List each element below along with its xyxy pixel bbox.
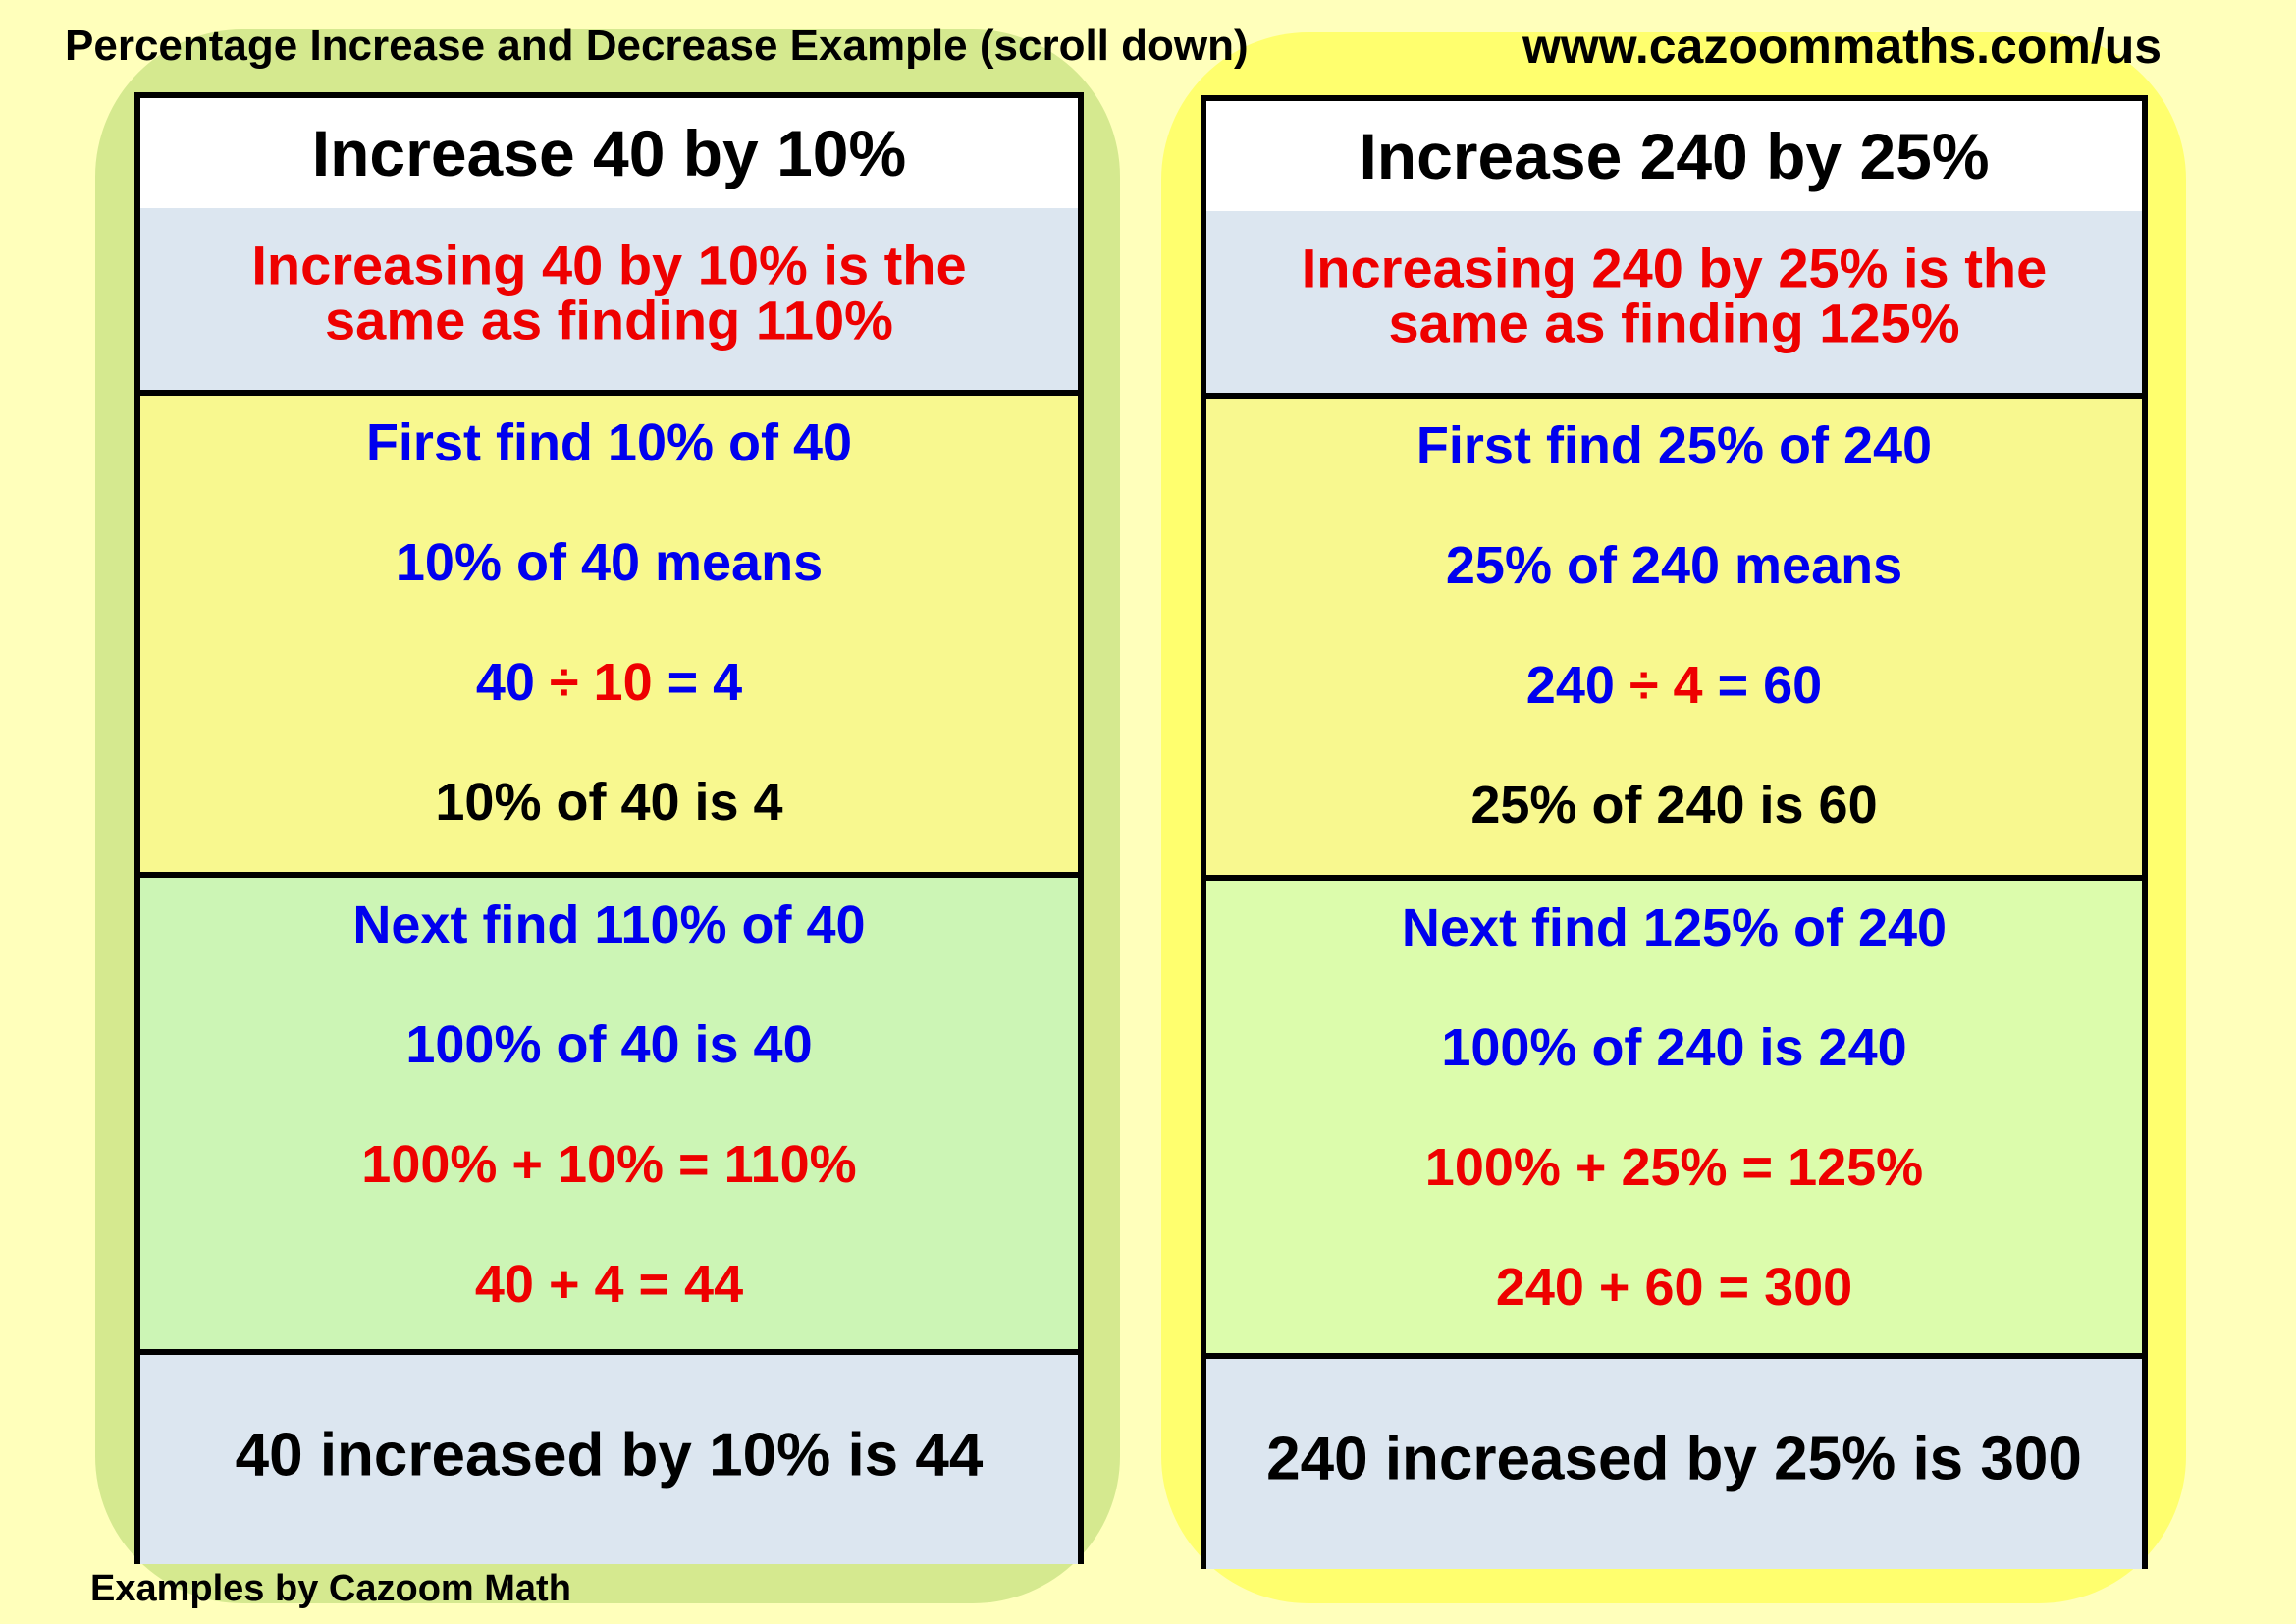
result-statement: 240 increased by 25% is 300 [1266,1425,2082,1493]
step2-line: 100% + 25% = 125% [1206,1137,2142,1198]
step-two-section: Next find 125% of 240 100% of 240 is 240 1… [1206,881,2142,1359]
text-segment: = 4 [652,653,743,712]
website-url[interactable]: www.cazoommaths.com/us [1522,19,2163,74]
result-statement: 40 increased by 10% is 44 [235,1421,984,1489]
step2-line: 100% + 10% = 110% [140,1134,1078,1195]
page-title: Percentage Increase and Decrease Example… [65,22,1249,70]
footer-credit: Examples by Cazoom Math [90,1568,571,1609]
text-segment: ÷ 10 [534,653,653,712]
text-segment: 100% of 240 is 240 [1441,1018,1907,1077]
text-segment: 240 [1525,656,1615,715]
text-segment: 240 + 60 = 300 [1495,1258,1853,1317]
example-card-2: Increase 240 by 25% Increasing 240 by 25%… [1201,95,2148,1569]
result-section: 240 increased by 25% is 300 [1206,1359,2142,1569]
example-card-1: Increase 40 by 10% Increasing 40 by 10% i… [134,92,1084,1564]
step2-line: Next find 125% of 240 [1206,897,2142,958]
step1-line: 25% of 240 means [1206,535,2142,596]
step-one-section: First find 10% of 40 10% of 40 means 40 ÷ … [140,396,1078,878]
text-segment: 40 [475,653,535,712]
step1-line: 25% of 240 is 60 [1206,775,2142,836]
text-segment: First find 25% of 240 [1415,416,1933,475]
intro-section: Increasing 240 by 25% is the same as find… [1206,211,2142,399]
text-segment: Next find 125% of 240 [1401,898,1948,957]
text-segment: 100% of 40 is 40 [405,1015,813,1074]
result-section: 40 increased by 10% is 44 [140,1355,1078,1564]
intro-line: Increasing 240 by 25% is the [1301,237,2048,299]
step1-line: First find 10% of 40 [140,412,1078,473]
step1-line: 40 ÷ 10 = 4 [140,652,1078,713]
text-segment: 10% of 40 means [395,533,824,592]
step2-line: 240 + 60 = 300 [1206,1257,2142,1318]
step1-line: First find 25% of 240 [1206,415,2142,476]
step1-line: 10% of 40 means [140,532,1078,593]
text-segment: 10% of 40 is 4 [435,773,783,832]
text-segment: 100% + 10% = 110% [361,1135,857,1194]
text-segment: = 60 [1702,656,1823,715]
intro-line: Increasing 40 by 10% is the [251,234,967,297]
text-segment: Next find 110% of 40 [352,895,866,954]
step-two-section: Next find 110% of 40 100% of 40 is 40 100%… [140,878,1078,1355]
example-heading: Increase 240 by 25% [1359,120,1990,192]
step2-line: 100% of 40 is 40 [140,1014,1078,1075]
text-segment: 25% of 240 is 60 [1470,776,1878,835]
step1-line: 10% of 40 is 4 [140,772,1078,833]
text-segment: 25% of 240 means [1445,536,1903,595]
step2-line: 100% of 240 is 240 [1206,1017,2142,1078]
step-one-section: First find 25% of 240 25% of 240 means 240… [1206,399,2142,881]
text-segment: 100% + 25% = 125% [1424,1138,1924,1197]
intro-line: same as finding 125% [1388,292,1960,354]
card-header: Increase 40 by 10% [140,98,1078,214]
example-heading: Increase 40 by 10% [311,117,907,189]
card-header: Increase 240 by 25% [1206,101,2142,217]
intro-section: Increasing 40 by 10% is the same as findi… [140,208,1078,396]
step2-line: 40 + 4 = 44 [140,1254,1078,1315]
text-segment: 40 + 4 = 44 [474,1255,744,1314]
text-segment: ÷ 4 [1614,656,1703,715]
text-segment: First find 10% of 40 [365,413,853,472]
intro-line: same as finding 110% [325,289,893,352]
step2-line: Next find 110% of 40 [140,894,1078,955]
step1-line: 240 ÷ 4 = 60 [1206,655,2142,716]
